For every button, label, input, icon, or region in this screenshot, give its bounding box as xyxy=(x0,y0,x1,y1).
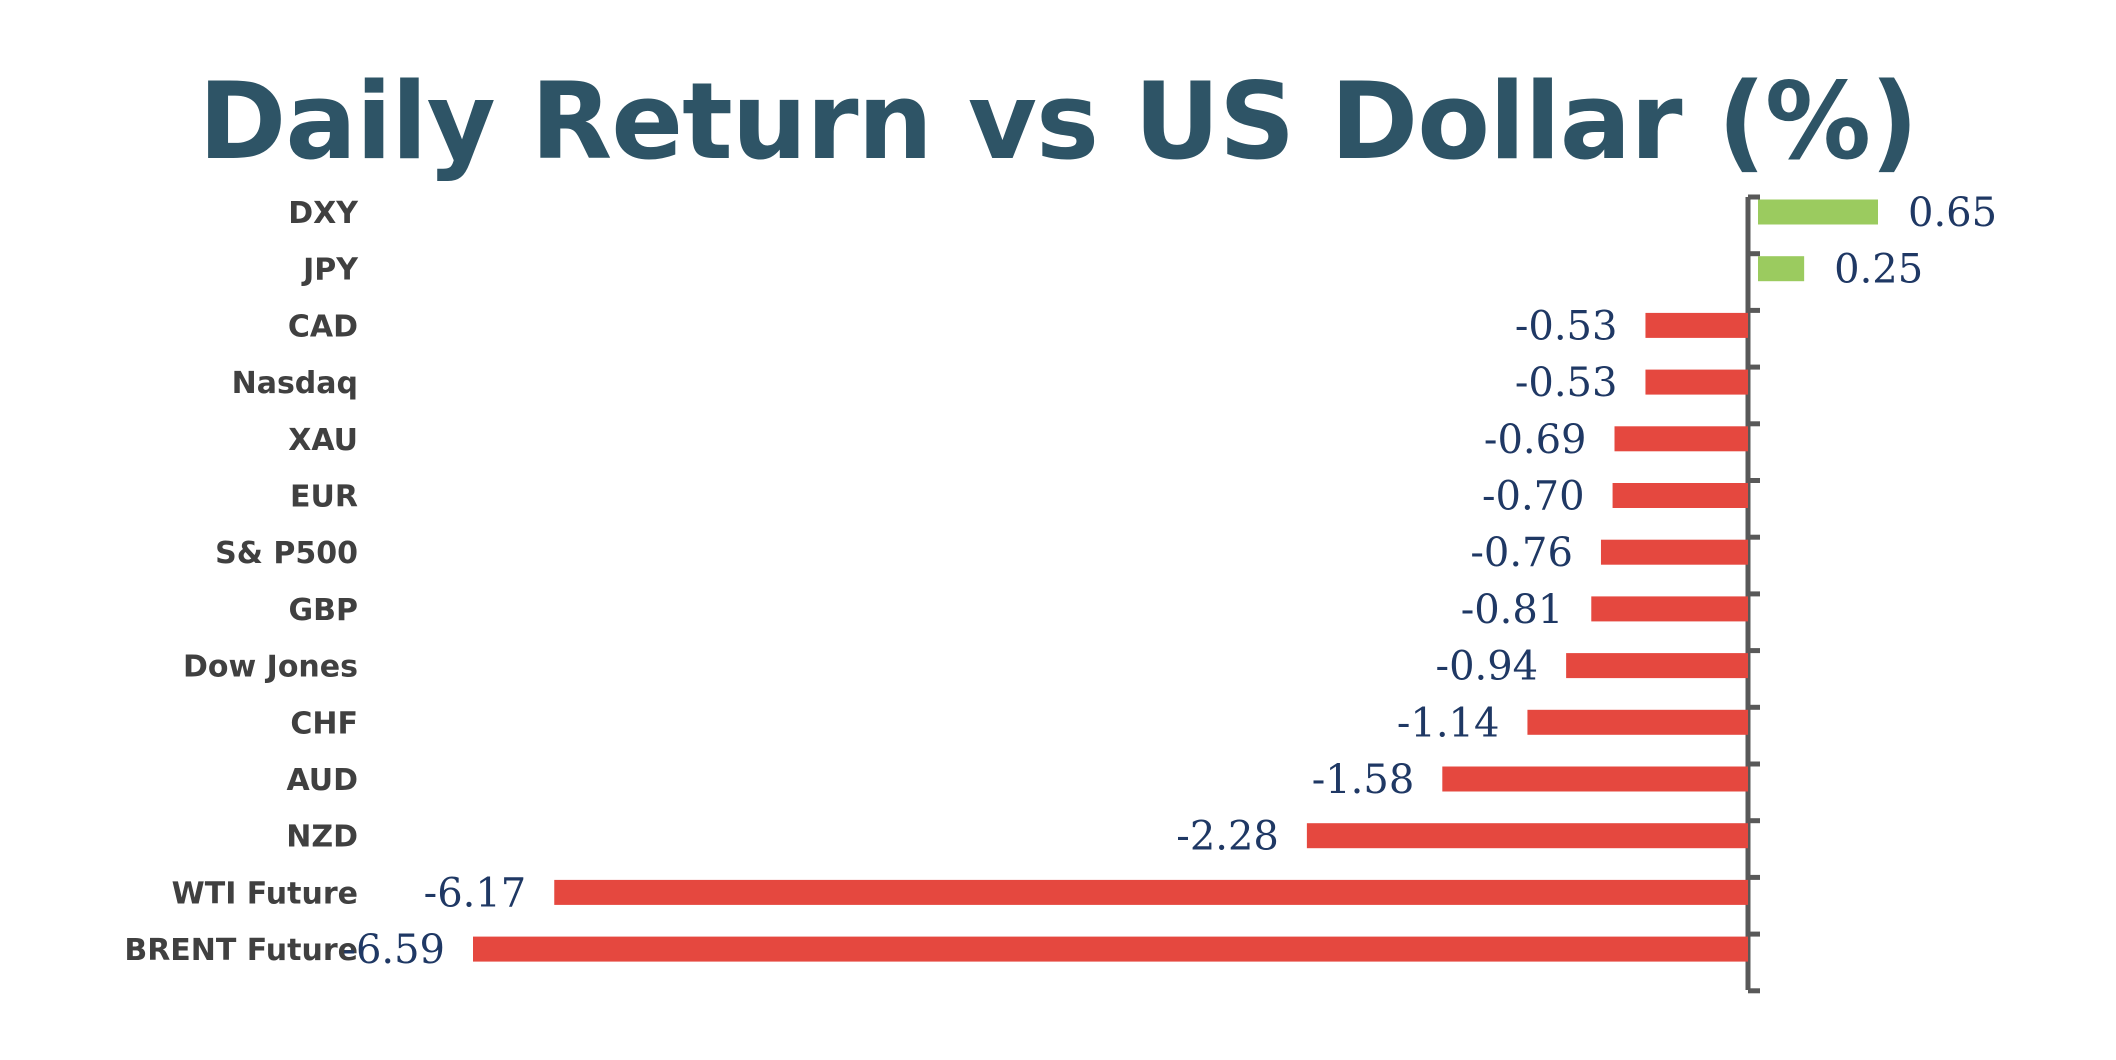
bar-brent-future xyxy=(473,936,1748,962)
bar-dow-jones xyxy=(1566,653,1748,679)
value-label: -0.69 xyxy=(1484,417,1587,463)
category-label: XAU xyxy=(288,423,358,458)
value-label: -0.76 xyxy=(1470,530,1573,576)
bar-gbp xyxy=(1591,596,1748,622)
category-label: DXY xyxy=(288,196,359,231)
category-label: GBP xyxy=(289,593,358,628)
value-label: -1.58 xyxy=(1312,757,1415,803)
category-label: BRENT Future xyxy=(124,933,358,968)
bar-cad xyxy=(1645,312,1748,338)
value-label: -1.14 xyxy=(1397,700,1500,746)
bar-nzd xyxy=(1306,823,1748,849)
bar-dxy xyxy=(1758,199,1878,225)
bar-eur xyxy=(1612,483,1748,508)
category-label: AUD xyxy=(286,763,358,798)
value-label: -0.81 xyxy=(1461,587,1564,633)
bar-chf xyxy=(1527,709,1748,735)
category-label: JPY xyxy=(301,253,359,288)
value-label: -0.70 xyxy=(1482,474,1585,520)
bar-aud xyxy=(1442,766,1748,792)
value-label: -6.59 xyxy=(342,927,445,973)
category-label: CAD xyxy=(288,309,358,344)
bar-wti-future xyxy=(554,879,1748,905)
value-label: -0.53 xyxy=(1515,360,1618,406)
category-label: EUR xyxy=(290,480,358,515)
category-label: NZD xyxy=(286,820,358,855)
bar-nasdaq xyxy=(1645,369,1748,395)
category-label: Dow Jones xyxy=(183,650,358,685)
bar-xau xyxy=(1614,426,1748,452)
category-label: S& P500 xyxy=(215,536,358,571)
value-label: 0.65 xyxy=(1908,190,1997,236)
category-label: WTI Future xyxy=(172,876,358,911)
value-label: -0.53 xyxy=(1515,303,1618,349)
value-label: -0.94 xyxy=(1436,644,1539,690)
category-label: CHF xyxy=(290,706,358,741)
value-label: -2.28 xyxy=(1176,814,1279,860)
value-label: 0.25 xyxy=(1834,247,1923,293)
bar-s-p500 xyxy=(1600,539,1748,565)
value-label: -6.17 xyxy=(424,870,527,916)
bar-jpy xyxy=(1758,256,1805,282)
category-label: Nasdaq xyxy=(232,366,358,401)
chart-title: Daily Return vs US Dollar (%) xyxy=(198,60,1918,183)
